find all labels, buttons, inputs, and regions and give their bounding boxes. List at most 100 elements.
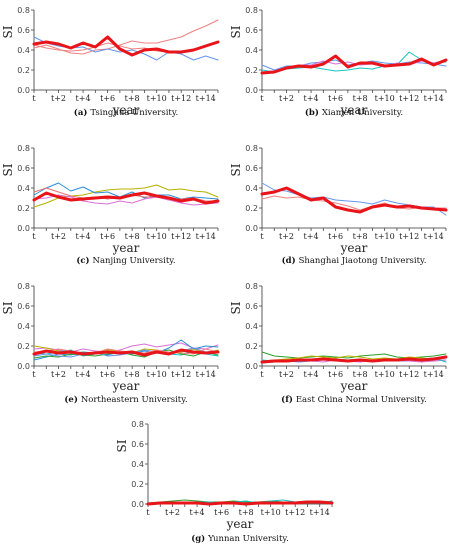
y-axis-label: SI [1,301,15,314]
x-tick-label: t+10 [147,370,167,379]
y-tick-label: 0.6 [245,164,258,173]
y-tick-label: 0.4 [245,184,258,193]
y-tick-label: 0.2 [17,342,30,351]
y-tick-label: 0.6 [17,164,30,173]
y-tick-label: 0.2 [245,66,258,75]
x-tick-label: t [260,232,264,241]
y-tick-label: 0.0 [245,362,258,371]
chart-panel-6: 0.0 0.2 0.4 0.6 0.8 t t+2 t+4 t+6 t+8 t+10 t+12 t+14… [229,282,448,405]
y-tick-label: 0.2 [245,204,258,213]
x-axis-label: year [226,517,254,531]
caption-text: Shanghai Jiaotong University. [299,256,427,266]
x-tick-label: t+12 [171,232,191,241]
x-tick-label: t+10 [375,370,395,379]
y-tick-label: 0.0 [17,362,30,371]
y-tick-label: 0.8 [17,282,30,291]
x-tick-label: t+6 [100,370,115,379]
caption-tag: (d) [282,255,299,266]
x-axis-label: year [340,241,368,255]
x-tick-label: t+4 [76,94,91,103]
x-tick-label: t+8 [353,94,368,103]
chart-panel-3: 0.0 0.2 0.4 0.6 0.8 t t+2 t+4 t+6 t+8 t+10 t+12 t+14… [1,144,220,266]
x-tick-label: t+4 [304,232,319,241]
x-tick-label: t+6 [328,94,343,103]
caption-tag: (b) [305,107,322,118]
x-axis-label: year [340,379,368,393]
x-tick-label: t+12 [285,508,305,517]
x-tick-label: t [260,94,264,103]
x-axis-label: year [112,103,140,117]
caption-tag: (e) [64,394,80,405]
y-tick-label: 0.2 [17,66,30,75]
y-tick-label: 0.8 [245,6,258,15]
panel-caption: (b) Xiamen University. [305,107,403,118]
series-line-highlight [32,35,220,57]
x-tick-label: t [32,232,36,241]
x-tick-label: t+12 [171,370,191,379]
x-tick-label: t+4 [304,94,319,103]
caption-tag: (g) [191,533,208,544]
x-tick-label: t+2 [51,370,66,379]
y-tick-label: 0.8 [245,282,258,291]
x-tick-label: t+12 [171,94,191,103]
x-tick-label: t+4 [304,370,319,379]
x-tick-label: t+2 [51,232,66,241]
y-tick-label: 0.8 [17,6,30,15]
x-tick-label: t+4 [190,508,205,517]
caption-text: Tsinghua University. [90,108,178,118]
panel-caption: (f) East China Normal University. [281,394,427,405]
panel-caption: (a) Tsinghua University. [74,107,178,118]
y-axis-label: SI [1,163,15,176]
x-tick-label: t+10 [375,94,395,103]
panel-caption: (d) Shanghai Jiaotong University. [282,255,427,266]
x-tick-label: t+2 [165,508,180,517]
y-tick-label: 0.0 [245,224,258,233]
chart-panel-7: 0.0 0.2 0.4 0.6 0.8 t t+2 t+4 t+6 t+8 t+10 t+12 t+14… [115,420,334,544]
x-tick-label: t+14 [424,94,444,103]
series-line-highlight [32,191,220,205]
series-line-2 [33,36,219,61]
series-line-highlight [260,54,448,75]
x-tick-label: t+6 [328,370,343,379]
x-tick-label: t [146,508,150,517]
series-line-1 [33,19,219,55]
x-tick-label: t+12 [399,370,419,379]
x-tick-label: t+10 [375,232,395,241]
x-tick-label: t+10 [147,232,167,241]
y-tick-label: 0.6 [245,26,258,35]
x-tick-label: t+8 [125,232,140,241]
x-tick-label: t+2 [51,94,66,103]
panel-caption: (e) Northeastern University. [64,394,187,405]
y-tick-label: 0.6 [17,302,30,311]
y-tick-label: 0.0 [17,224,30,233]
series-line-2 [261,355,447,362]
x-tick-label: t [32,94,36,103]
x-tick-label: t+14 [196,94,216,103]
x-tick-label: t+2 [279,232,294,241]
x-tick-label: t+10 [147,94,167,103]
series-line-highlight [260,186,448,214]
series-line-highlight [146,500,334,506]
caption-tag: (a) [74,107,91,118]
y-axis-label: SI [229,301,243,314]
panel-caption: (c) Nanjing University. [76,255,175,266]
y-tick-label: 0.4 [17,322,30,331]
x-tick-label: t+8 [125,94,140,103]
y-tick-label: 0.4 [245,322,258,331]
y-tick-label: 0.4 [245,46,258,55]
y-tick-label: 0.8 [245,144,258,153]
x-tick-label: t+4 [76,370,91,379]
caption-text: Yunnan University. [207,534,289,544]
x-tick-label: t+8 [353,370,368,379]
caption-text: Xiamen University. [322,108,403,118]
x-tick-label: t+10 [261,508,281,517]
caption-text: Nanjing University. [93,256,176,266]
y-tick-label: 0.6 [131,440,144,449]
y-tick-label: 0.8 [131,420,144,429]
y-tick-label: 0.2 [131,480,144,489]
y-axis-label: SI [229,163,243,176]
y-tick-label: 0.8 [17,144,30,153]
x-tick-label: t+12 [399,94,419,103]
x-tick-label: t+14 [196,232,216,241]
